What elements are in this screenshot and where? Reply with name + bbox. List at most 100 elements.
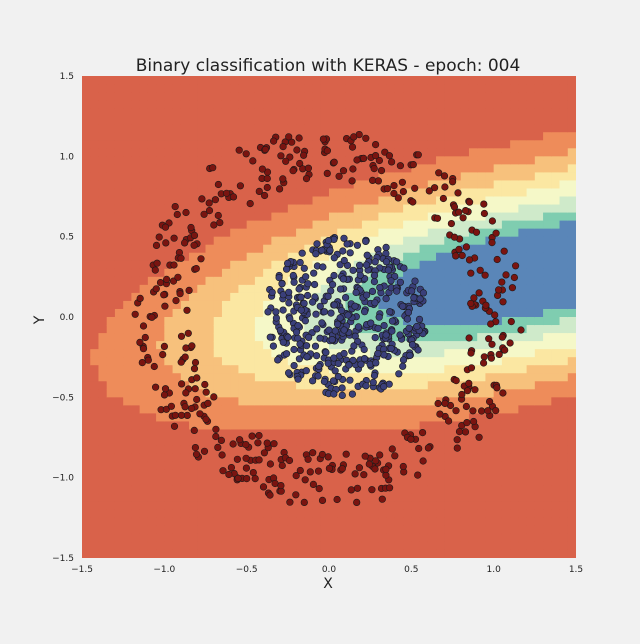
contour-cell: [131, 437, 141, 447]
contour-cell: [296, 84, 305, 93]
contour-cell: [452, 260, 462, 270]
contour-cell: [444, 341, 454, 350]
contour-cell: [551, 196, 561, 206]
contour-cell: [139, 445, 149, 455]
contour-cell: [106, 92, 116, 101]
contour-cell: [436, 357, 445, 366]
contour-cell: [518, 365, 528, 374]
contour-cell: [271, 453, 281, 463]
contour-cell: [444, 92, 454, 101]
data-point: [393, 258, 401, 266]
contour-cell: [263, 349, 272, 358]
contour-cell: [320, 469, 330, 479]
contour-cell: [427, 469, 437, 479]
data-point: [309, 449, 317, 457]
contour-cell: [197, 108, 207, 117]
contour-cell: [90, 196, 100, 206]
data-point: [326, 246, 334, 254]
contour-cell: [98, 244, 108, 254]
contour-cell: [221, 212, 231, 222]
contour-cell: [403, 84, 412, 93]
contour-cell: [106, 124, 116, 133]
contour-cell: [254, 341, 264, 350]
contour-cell: [419, 156, 429, 165]
contour-cell: [90, 549, 100, 558]
data-point: [380, 383, 388, 391]
contour-cell: [567, 477, 576, 487]
contour-cell: [444, 148, 454, 157]
contour-cell: [444, 493, 454, 503]
contour-cell: [139, 308, 149, 318]
data-point: [467, 349, 475, 357]
contour-cell: [567, 341, 576, 350]
contour-cell: [98, 397, 108, 406]
contour-cell: [98, 268, 108, 278]
contour-cell: [123, 549, 132, 558]
contour-cell: [493, 485, 503, 495]
contour-cell: [279, 148, 289, 157]
contour-cell: [312, 212, 322, 222]
contour-cell: [329, 116, 338, 125]
data-point: [286, 498, 294, 506]
contour-cell: [156, 517, 165, 527]
contour-cell: [436, 100, 445, 109]
data-point: [266, 333, 274, 341]
contour-cell: [271, 389, 281, 398]
contour-cell: [238, 220, 248, 230]
data-point: [214, 180, 222, 189]
contour-cell: [452, 116, 462, 125]
contour-cell: [139, 188, 149, 198]
data-point: [450, 233, 459, 241]
contour-cell: [337, 76, 347, 85]
contour-cell: [501, 397, 511, 406]
contour-cell: [213, 116, 223, 125]
contour-cell: [238, 389, 248, 398]
contour-cell: [238, 333, 248, 342]
contour-cell: [320, 445, 330, 455]
contour-cell: [510, 132, 519, 141]
contour-cell: [370, 84, 379, 93]
contour-cell: [279, 549, 289, 558]
contour-cell: [493, 413, 503, 423]
contour-cell: [238, 260, 248, 270]
contour-cell: [361, 389, 371, 398]
data-point: [463, 387, 472, 395]
contour-cell: [526, 533, 536, 543]
contour-cell: [131, 501, 141, 511]
contour-cell: [213, 300, 223, 310]
contour-cell: [361, 212, 371, 222]
contour-cell: [82, 284, 91, 294]
contour-cell: [90, 413, 100, 423]
contour-cell: [131, 220, 141, 230]
contour-cell: [180, 284, 190, 294]
contour-cell: [230, 429, 240, 439]
contour-cell: [493, 477, 503, 487]
contour-cell: [221, 164, 231, 173]
contour-cell: [90, 349, 100, 358]
contour-cell: [386, 525, 396, 535]
contour-cell: [164, 397, 174, 406]
contour-cell: [246, 533, 256, 543]
contour-cell: [320, 100, 330, 109]
contour-cell: [114, 140, 124, 149]
contour-cell: [559, 292, 569, 302]
contour-cell: [353, 244, 363, 254]
contour-cell: [312, 493, 322, 503]
contour-cell: [436, 284, 445, 294]
data-point: [409, 198, 417, 206]
contour-cell: [189, 244, 198, 254]
contour-cell: [493, 325, 503, 334]
contour-cell: [304, 357, 314, 366]
contour-cell: [567, 469, 576, 479]
data-point: [212, 425, 220, 433]
contour-cell: [156, 525, 165, 535]
data-point: [493, 255, 501, 264]
contour-cell: [156, 156, 165, 165]
data-point: [340, 349, 348, 358]
contour-cell: [361, 148, 371, 157]
contour-cell: [221, 148, 231, 157]
contour-cell: [221, 292, 231, 302]
contour-cell: [337, 204, 347, 214]
contour-cell: [394, 421, 404, 431]
contour-cell: [427, 357, 437, 366]
